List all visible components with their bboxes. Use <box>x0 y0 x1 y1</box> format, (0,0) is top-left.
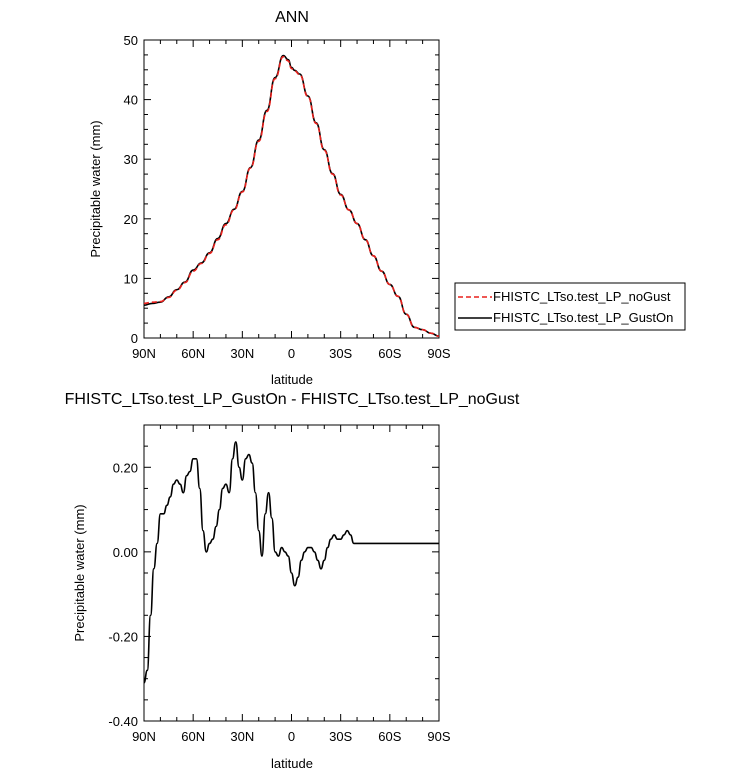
x-tick-label: 90N <box>132 346 156 361</box>
y-tick-label: -0.20 <box>108 629 138 644</box>
y-tick-label: 0.00 <box>113 545 138 560</box>
legend: FHISTC_LTso.test_LP_noGust FHISTC_LTso.t… <box>454 282 686 331</box>
x-tick-label: 30S <box>329 729 352 744</box>
x-tick-label: 90N <box>132 729 156 744</box>
chart-title-top: ANN <box>275 9 309 26</box>
y-tick-label: 0.20 <box>113 460 138 475</box>
x-axis-label-top: latitude <box>271 372 313 387</box>
x-tick-label: 60N <box>181 346 205 361</box>
x-ticks-bottom: 90N 60N 30N 0 30S 60S 90S <box>132 425 451 744</box>
legend-box <box>454 282 686 331</box>
x-tick-label: 60S <box>378 729 401 744</box>
x-tick-label: 30N <box>230 729 254 744</box>
x-tick-label: 60N <box>181 729 205 744</box>
y-axis-label-bottom: Precipitable water (mm) <box>72 504 87 641</box>
y-tick-label: 20 <box>124 212 138 227</box>
series-line <box>143 55 440 337</box>
x-tick-label: 0 <box>288 729 295 744</box>
y-tick-label: 50 <box>124 33 138 48</box>
y-tick-label: 40 <box>124 93 138 108</box>
chart-title-bottom: FHISTC_LTso.test_LP_GustOn - FHISTC_LTso… <box>65 391 520 408</box>
y-tick-label: -0.40 <box>108 714 138 729</box>
x-ticks-top: 90N 60N 30N 0 30S 60S 90S <box>132 40 451 361</box>
series-lines-top <box>143 54 440 337</box>
y-ticks-top: 0 10 20 30 40 50 <box>124 33 439 346</box>
panel-top: ANN 90N 60N 30N 0 30S 60S 90S 0 10 20 30 40 50 lati… <box>88 9 686 387</box>
x-axis-label-bottom: latitude <box>271 756 313 771</box>
series-line <box>143 54 440 337</box>
legend-label-nogust: FHISTC_LTso.test_LP_noGust <box>493 289 671 304</box>
x-tick-label: 0 <box>288 346 295 361</box>
y-tick-label: 0 <box>131 331 138 346</box>
legend-label-guston: FHISTC_LTso.test_LP_GustOn <box>493 310 673 325</box>
x-tick-label: 90S <box>427 729 450 744</box>
x-tick-label: 30S <box>329 346 352 361</box>
series-line <box>143 441 439 684</box>
y-tick-label: 30 <box>124 152 138 167</box>
x-tick-label: 60S <box>378 346 401 361</box>
series-lines-bottom <box>143 441 439 684</box>
x-tick-label: 30N <box>230 346 254 361</box>
y-tick-label: 10 <box>124 271 138 286</box>
y-axis-label-top: Precipitable water (mm) <box>88 120 103 257</box>
x-tick-label: 90S <box>427 346 450 361</box>
y-ticks-bottom: -0.40 -0.20 0.00 0.20 <box>108 424 439 729</box>
panel-bottom: FHISTC_LTso.test_LP_GustOn - FHISTC_LTso… <box>65 391 520 771</box>
